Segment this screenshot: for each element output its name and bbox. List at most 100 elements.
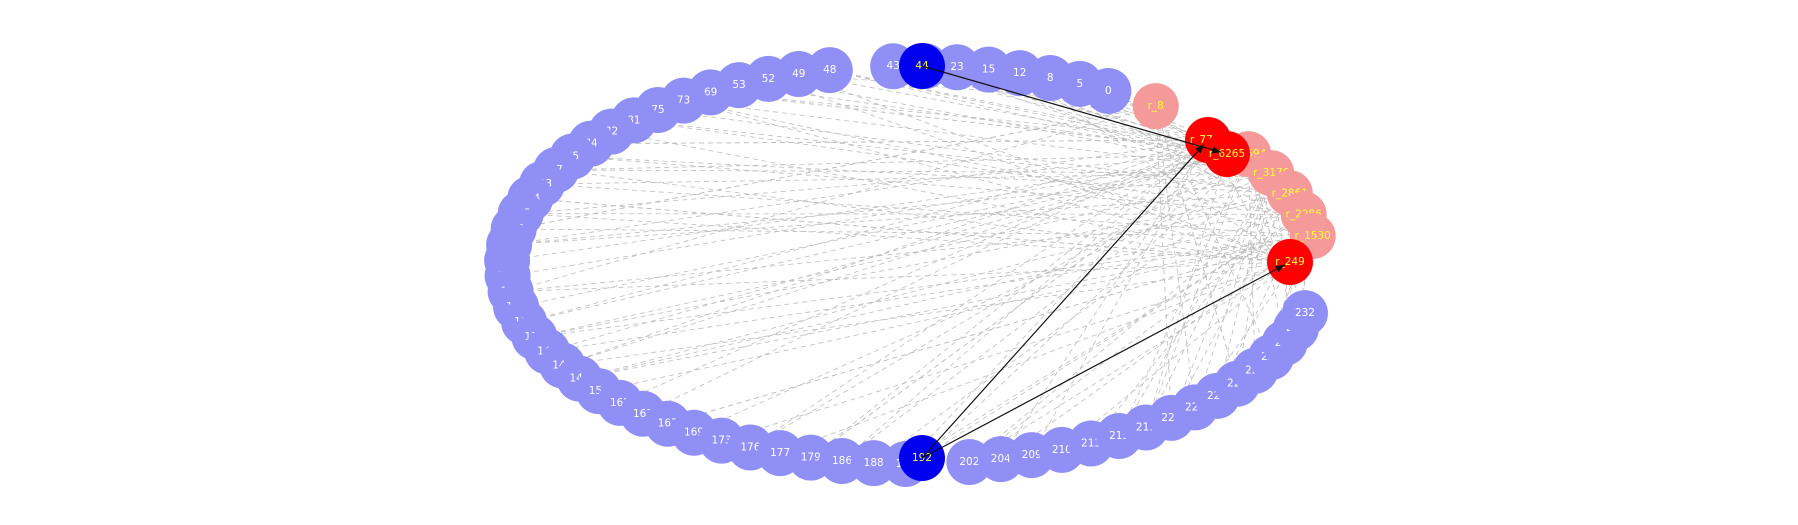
node-label-232: 232 [1295, 307, 1315, 319]
node-label-209: 209 [1022, 449, 1042, 461]
edge-226-r_4594 [1247, 154, 1256, 371]
edge-116-r_1530 [513, 228, 1313, 237]
edge-222-r_8 [1155, 106, 1196, 408]
node-label-186: 186 [832, 455, 852, 467]
node-r_249[interactable]: r_249 [1267, 239, 1313, 285]
edge-232-r_4594 [1247, 153, 1306, 314]
edge-156-r_1530 [598, 235, 1313, 392]
arrowhead-192-r_249 [1275, 264, 1285, 273]
edge-202-r_2861 [969, 192, 1291, 463]
edge-173-r_249 [721, 261, 1291, 442]
edge-81-r_2861 [633, 119, 1290, 194]
node-label-r_1530: r_1530 [1295, 230, 1331, 242]
strong-edge-192-r_7728 [921, 144, 1205, 459]
edge-97-r_4594 [556, 153, 1249, 171]
edge-219-r_4594 [1145, 153, 1249, 428]
edge-202-r_2286 [969, 214, 1304, 463]
edge-186-r_7728 [841, 139, 1209, 462]
node-label-r_8: r_8 [1148, 100, 1164, 112]
edge-145-r_249 [562, 261, 1291, 366]
node-circle-r_249[interactable] [1267, 239, 1313, 285]
edge-129-r_4594 [507, 153, 1249, 277]
edge-75-r_2861 [657, 109, 1290, 194]
node-layer: 0581215233443484952536973758182848597103… [484, 43, 1336, 487]
strong-edge-layer [921, 65, 1285, 459]
node-r_8[interactable]: r_8 [1132, 83, 1179, 130]
edge-115-r_2286 [520, 213, 1304, 215]
edge-192-r_4594 [921, 153, 1249, 459]
edge-48-r_3176 [829, 69, 1272, 174]
edge-52-r_249 [768, 78, 1291, 263]
edge-146-r_1530 [579, 235, 1313, 379]
node-label-202: 202 [959, 456, 979, 468]
node-label-r_249: r_249 [1275, 256, 1305, 268]
edge-219-r_6265 [1145, 153, 1228, 428]
node-circle-232[interactable] [1281, 290, 1328, 337]
edge-128-r_4594 [507, 153, 1249, 261]
edge-53-r_6265 [738, 84, 1228, 155]
edge-133-r_2286 [510, 213, 1304, 292]
edge-138-r_7728 [524, 139, 1209, 323]
edge-176-r_4594 [750, 153, 1249, 448]
edge-145-r_7728 [562, 139, 1209, 366]
node-label-15: 15 [982, 64, 995, 76]
edge-143-r_6265 [547, 153, 1228, 352]
edge-167-r_1530 [667, 235, 1313, 425]
edge-220-r_8 [1155, 106, 1172, 418]
edge-223-r_3176 [1216, 173, 1272, 397]
edge-225-r_8 [1155, 105, 1238, 384]
edge-layer [507, 65, 1314, 465]
node-232[interactable]: 232 [1281, 290, 1328, 337]
edge-82-r_249 [611, 131, 1291, 263]
node-label-188: 188 [864, 457, 884, 469]
edge-85-r_2861 [572, 156, 1290, 194]
node-label-69: 69 [704, 86, 717, 98]
edge-226-r_1530 [1254, 235, 1314, 371]
node-label-177: 177 [770, 447, 790, 459]
edge-204-r_7728 [1000, 139, 1209, 460]
edge-97-r_3176 [556, 169, 1272, 174]
edge-133-r_8 [510, 105, 1156, 292]
edge-115-r_6265 [520, 153, 1228, 215]
edge-97-r_249 [556, 169, 1291, 263]
edge-118-r_2861 [509, 192, 1290, 245]
edge-215-r_4594 [1118, 153, 1249, 437]
node-label-43: 43 [886, 60, 899, 72]
node-label-49: 49 [792, 68, 805, 80]
edge-133-r_249 [510, 261, 1291, 292]
edge-188-r_3176 [873, 172, 1272, 464]
node-label-204: 204 [991, 453, 1011, 465]
edge-81-r_2286 [633, 119, 1304, 215]
edge-146-r_2286 [579, 213, 1304, 379]
node-circle-188[interactable] [850, 440, 897, 487]
node-label-48: 48 [823, 64, 836, 76]
node-label-52: 52 [762, 73, 775, 85]
node-r_6265[interactable]: r_6265 [1204, 131, 1250, 177]
edge-103-r_3176 [542, 172, 1272, 185]
node-label-5: 5 [1076, 78, 1083, 90]
edge-103-r_1530 [541, 183, 1313, 237]
arrowhead-192-r_7728 [1195, 144, 1204, 154]
edge-116-r_8 [513, 105, 1156, 230]
edge-227-r_8 [1155, 105, 1272, 358]
edge-138-r_4594 [524, 153, 1249, 323]
node-188[interactable]: 188 [850, 440, 897, 487]
edge-139-r_2861 [534, 192, 1290, 338]
edge-139-r_3176 [534, 172, 1272, 338]
node-label-12: 12 [1013, 67, 1026, 79]
edge-220-r_3176 [1170, 172, 1272, 419]
edge-143-r_1530 [547, 235, 1313, 352]
edge-176-r_7728 [750, 139, 1209, 448]
edge-169-r_3176 [693, 172, 1272, 434]
node-circle-r_8[interactable] [1132, 83, 1179, 130]
edge-204-r_1530 [1000, 235, 1313, 460]
edge-49-r_6265 [798, 73, 1228, 155]
edge-163-r_7728 [642, 139, 1209, 415]
node-label-179: 179 [801, 452, 821, 464]
edge-209-r_7728 [1031, 139, 1209, 456]
edge-220-r_2861 [1170, 193, 1291, 419]
edge-186-r_4594 [841, 153, 1249, 462]
edge-215-r_3176 [1118, 172, 1272, 437]
node-label-53: 53 [732, 79, 745, 91]
node-circle-r_6265[interactable] [1204, 131, 1250, 177]
